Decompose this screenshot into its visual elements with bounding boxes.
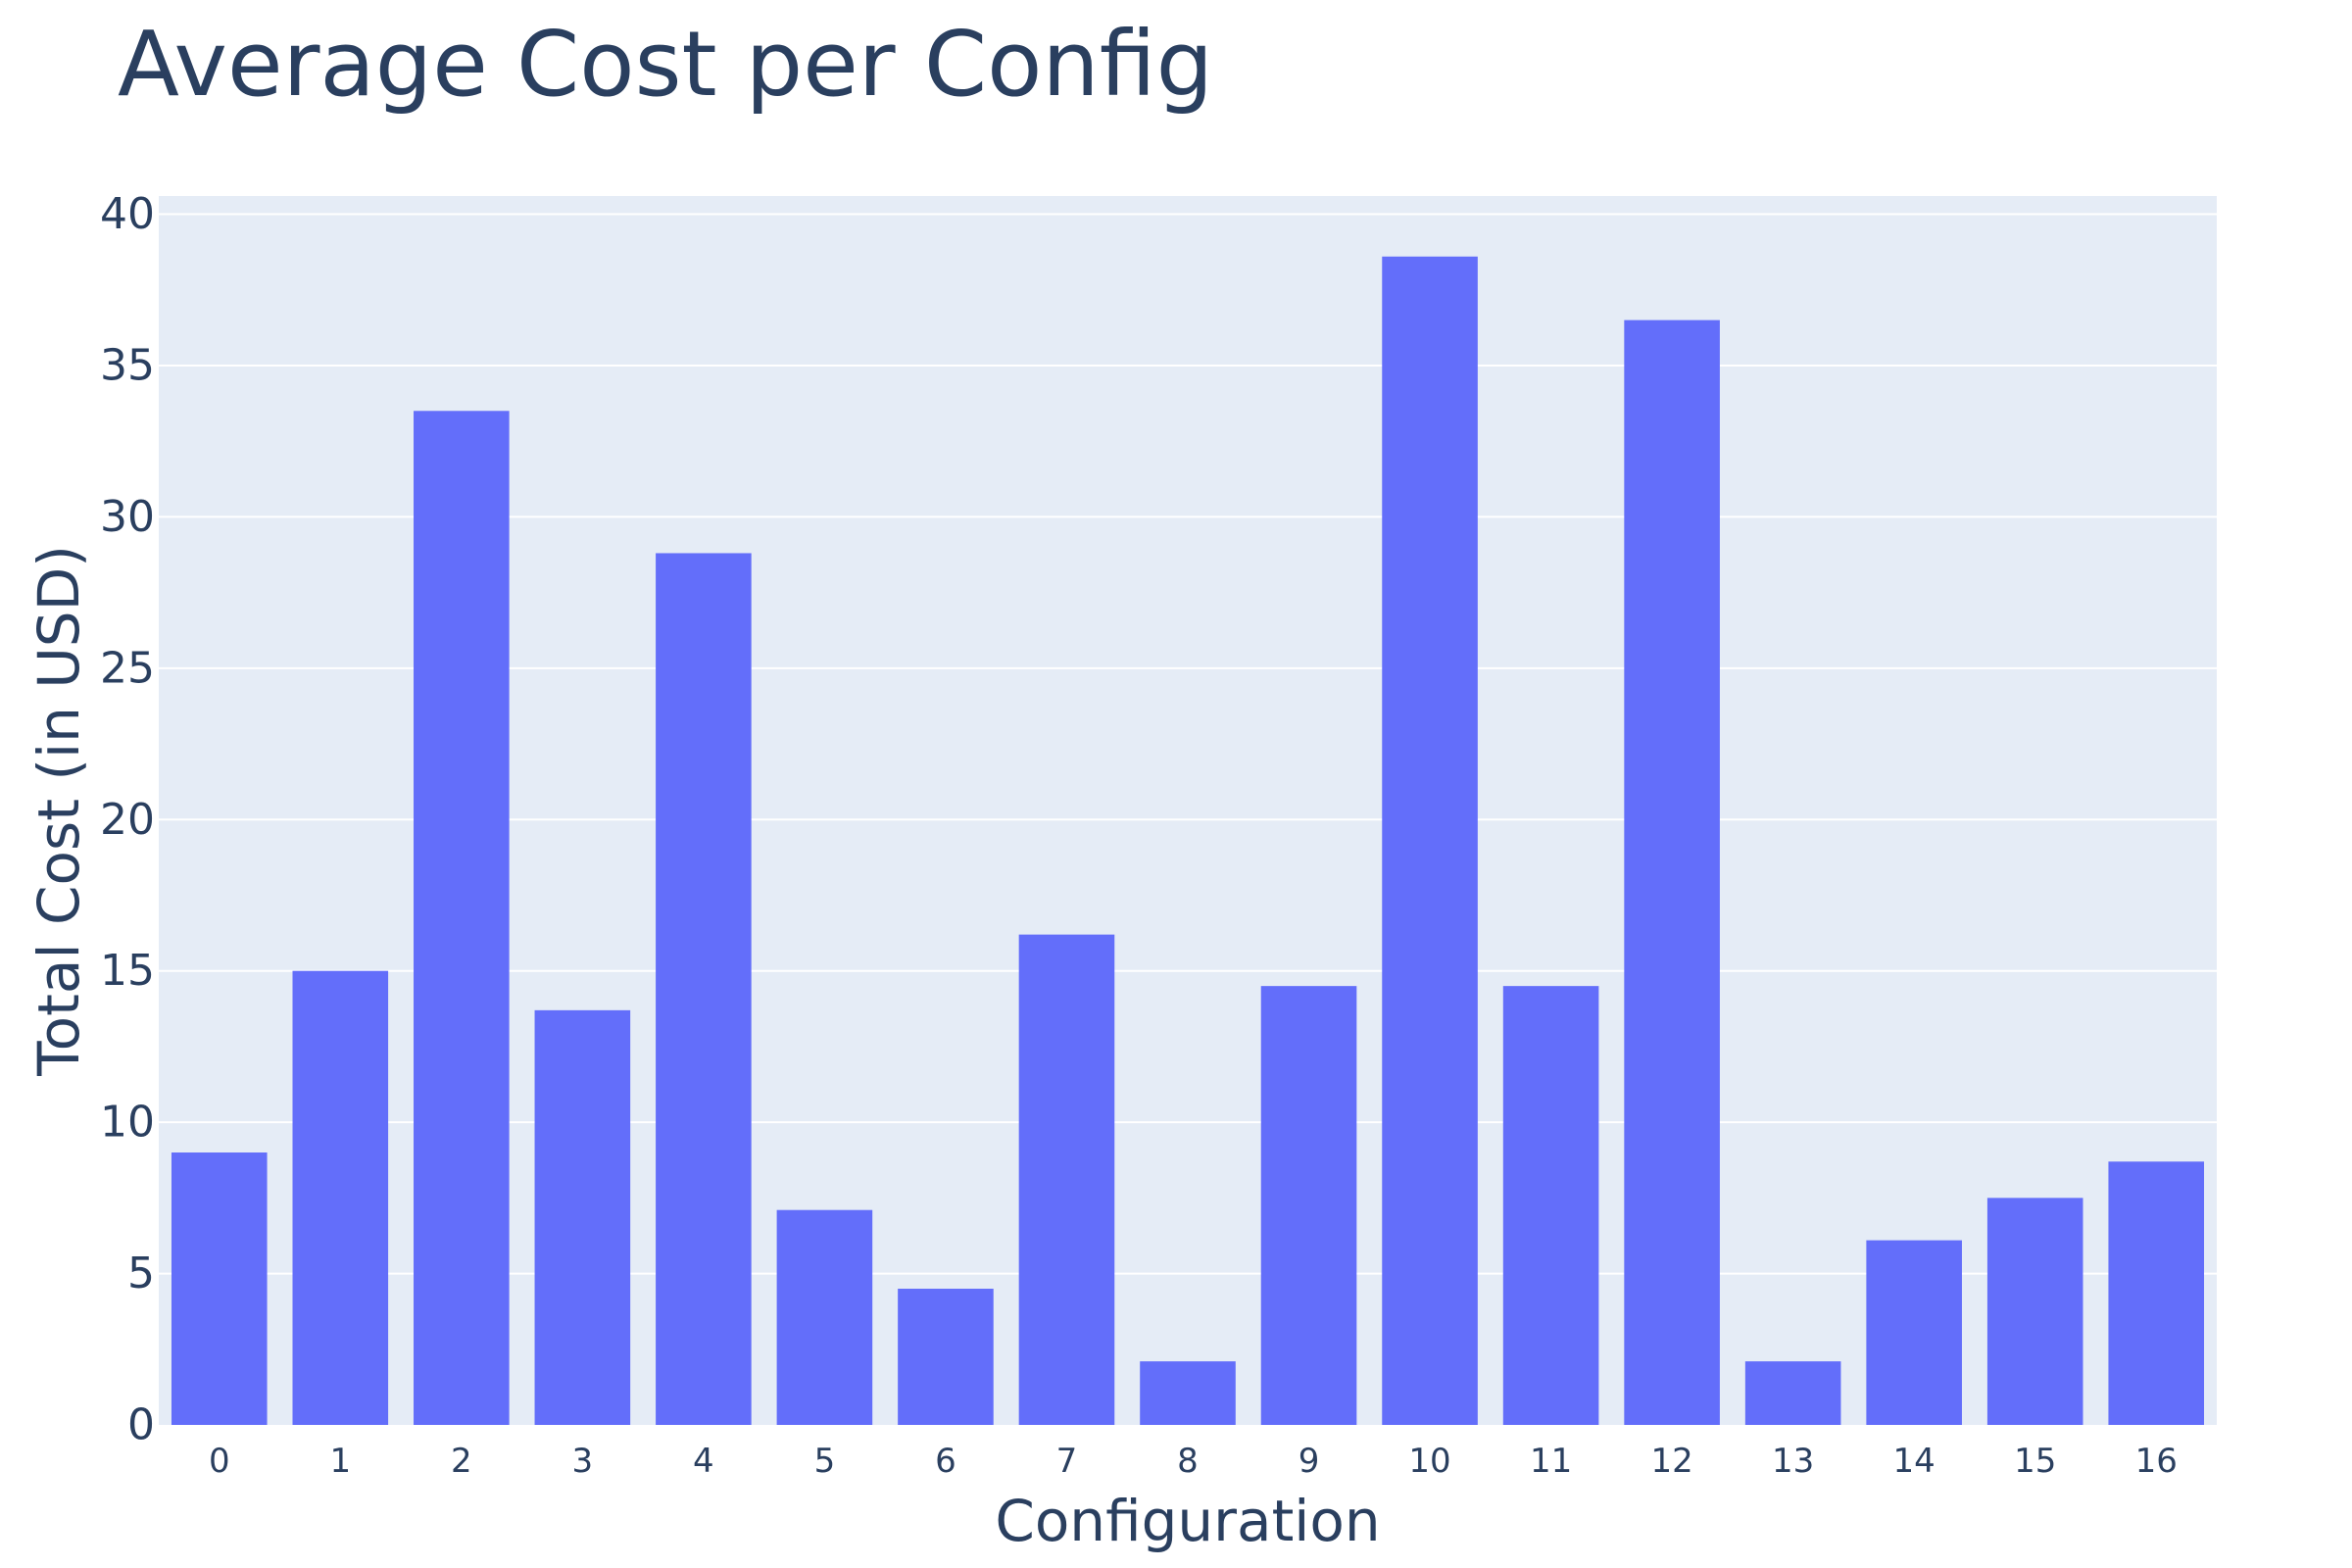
y-tick-label-15: 15 [100,946,155,996]
x-tick-label-6: 6 [935,1442,956,1481]
x-tick-label-12: 12 [1650,1442,1692,1481]
bars [171,256,2205,1426]
x-tick-label-14: 14 [1893,1442,1936,1481]
y-tick-label-35: 35 [100,340,155,390]
y-tick-labels: 0 5 10 15 20 25 30 35 40 [100,189,155,1449]
chart-title: Average Cost per Config [118,12,1214,117]
y-tick-label-10: 10 [100,1098,155,1148]
y-tick-label-20: 20 [100,795,155,845]
x-axis-title: Configuration [995,1488,1380,1554]
bar-13 [1744,1361,1841,1425]
x-tick-label-8: 8 [1177,1442,1199,1481]
y-axis-title: Total Cost (in USD) [25,545,92,1077]
bar-4 [656,553,752,1425]
bar-16 [2108,1161,2205,1425]
bar-14 [1866,1240,1962,1425]
x-tick-label-9: 9 [1298,1442,1320,1481]
bar-10 [1382,256,1478,1425]
bar-0 [171,1152,268,1425]
y-tick-label-30: 30 [100,492,155,542]
x-tick-label-7: 7 [1056,1442,1078,1481]
x-tick-label-5: 5 [814,1442,836,1481]
bar-15 [1986,1198,2083,1425]
y-tick-label-40: 40 [100,189,155,239]
bar-2 [414,411,510,1426]
x-tick-label-13: 13 [1772,1442,1814,1481]
x-tick-label-16: 16 [2135,1442,2178,1481]
y-tick-label-5: 5 [127,1249,155,1298]
bar-1 [292,970,389,1425]
x-tick-label-11: 11 [1530,1442,1572,1481]
x-tick-label-2: 2 [451,1442,472,1481]
x-tick-label-10: 10 [1408,1442,1450,1481]
bar-11 [1502,986,1599,1425]
bar-9 [1260,986,1357,1425]
bar-12 [1624,319,1720,1425]
x-tick-label-15: 15 [2014,1442,2056,1481]
x-tick-label-1: 1 [329,1442,351,1481]
x-tick-labels: 0 1 2 3 4 5 6 7 8 9 10 11 12 13 14 15 16 [209,1442,2178,1481]
bar-6 [898,1289,994,1425]
bar-5 [776,1209,873,1425]
bar-8 [1140,1361,1236,1425]
x-tick-label-3: 3 [572,1442,594,1481]
y-tick-label-0: 0 [127,1400,155,1450]
bar-7 [1018,934,1115,1425]
x-tick-label-0: 0 [209,1442,230,1481]
y-tick-label-25: 25 [100,643,155,693]
bar-3 [534,1009,631,1425]
x-tick-label-4: 4 [693,1442,714,1481]
